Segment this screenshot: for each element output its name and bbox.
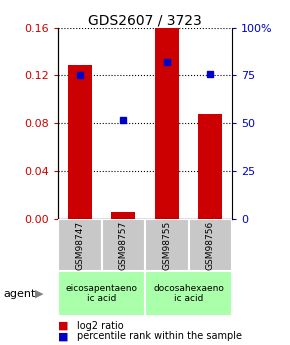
- Bar: [58, 271, 145, 316]
- Bar: [102, 219, 145, 271]
- Text: GSM98747: GSM98747: [75, 220, 84, 269]
- Text: GSM98755: GSM98755: [162, 220, 171, 269]
- Text: docosahexaeno
ic acid: docosahexaeno ic acid: [153, 284, 224, 303]
- Bar: [58, 219, 102, 271]
- Text: GSM98757: GSM98757: [119, 220, 128, 269]
- Bar: [198, 114, 222, 219]
- Bar: [145, 219, 188, 271]
- Text: ■: ■: [58, 332, 68, 341]
- Bar: [155, 28, 179, 219]
- Text: percentile rank within the sample: percentile rank within the sample: [77, 332, 242, 341]
- Bar: [68, 65, 92, 219]
- Text: GSM98756: GSM98756: [206, 220, 215, 269]
- Bar: [188, 219, 232, 271]
- Bar: [145, 271, 232, 316]
- Text: ■: ■: [58, 321, 68, 331]
- Bar: [111, 212, 135, 219]
- Text: agent: agent: [3, 289, 35, 299]
- Text: ▶: ▶: [35, 289, 44, 299]
- Text: GDS2607 / 3723: GDS2607 / 3723: [88, 14, 202, 28]
- Text: log2 ratio: log2 ratio: [77, 321, 124, 331]
- Text: eicosapentaeno
ic acid: eicosapentaeno ic acid: [66, 284, 137, 303]
